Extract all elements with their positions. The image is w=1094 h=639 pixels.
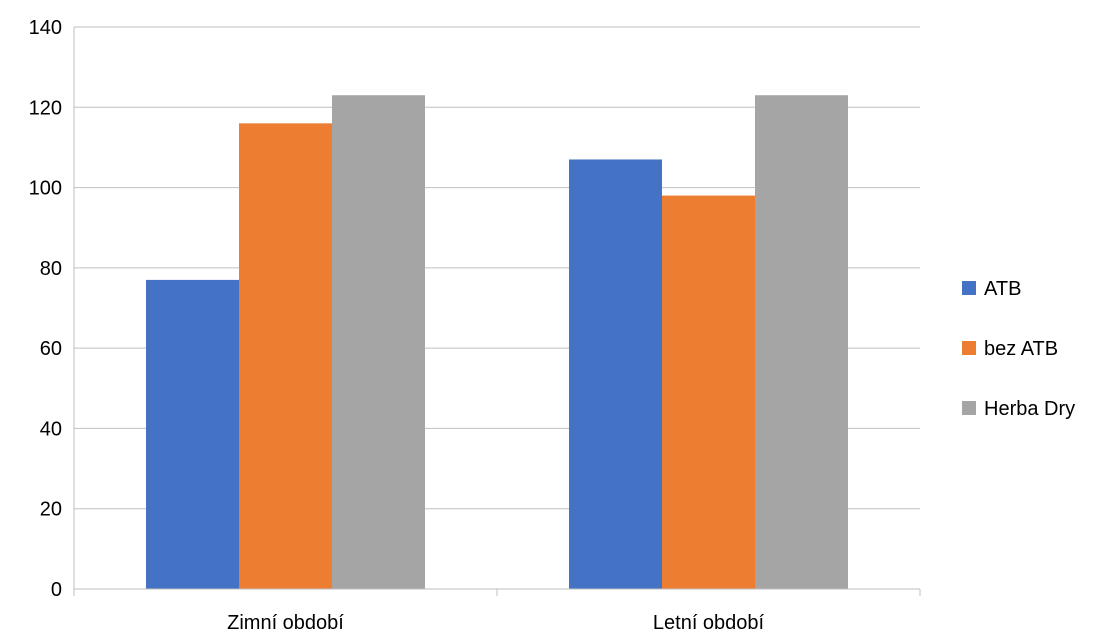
x-axis-ticks: Zimní období Letní období [227, 612, 764, 634]
bar-bez-atb-1 [662, 195, 755, 589]
bar-atb-1 [569, 159, 662, 589]
legend-label: ATB [984, 278, 1021, 300]
y-tick-label: 40 [40, 418, 62, 440]
x-tick-label: Zimní období [227, 612, 344, 634]
axes [73, 27, 921, 596]
legend-swatch [962, 341, 976, 355]
y-tick-label: 0 [51, 579, 62, 601]
y-tick-label: 20 [40, 499, 62, 521]
y-axis-ticks: 0 20 40 60 80 100 120 140 [29, 17, 62, 601]
y-tick-label: 60 [40, 338, 62, 360]
bar-herba-dry-1 [755, 95, 848, 589]
y-tick-label: 140 [29, 17, 62, 39]
y-tick-label: 120 [29, 97, 62, 119]
legend-label: Herba Dry [984, 398, 1075, 420]
legend-swatch [962, 401, 976, 415]
legend-swatch [962, 281, 976, 295]
y-tick-label: 100 [29, 178, 62, 200]
legend: ATB bez ATB Herba Dry [962, 278, 1075, 420]
legend-label: bez ATB [984, 338, 1058, 360]
x-tick-label: Letní období [653, 612, 765, 634]
bars [146, 95, 848, 589]
bar-atb-0 [146, 279, 239, 589]
y-tick-label: 80 [40, 258, 62, 280]
bar-herba-dry-0 [332, 95, 425, 589]
bar-bez-atb-0 [239, 123, 332, 589]
